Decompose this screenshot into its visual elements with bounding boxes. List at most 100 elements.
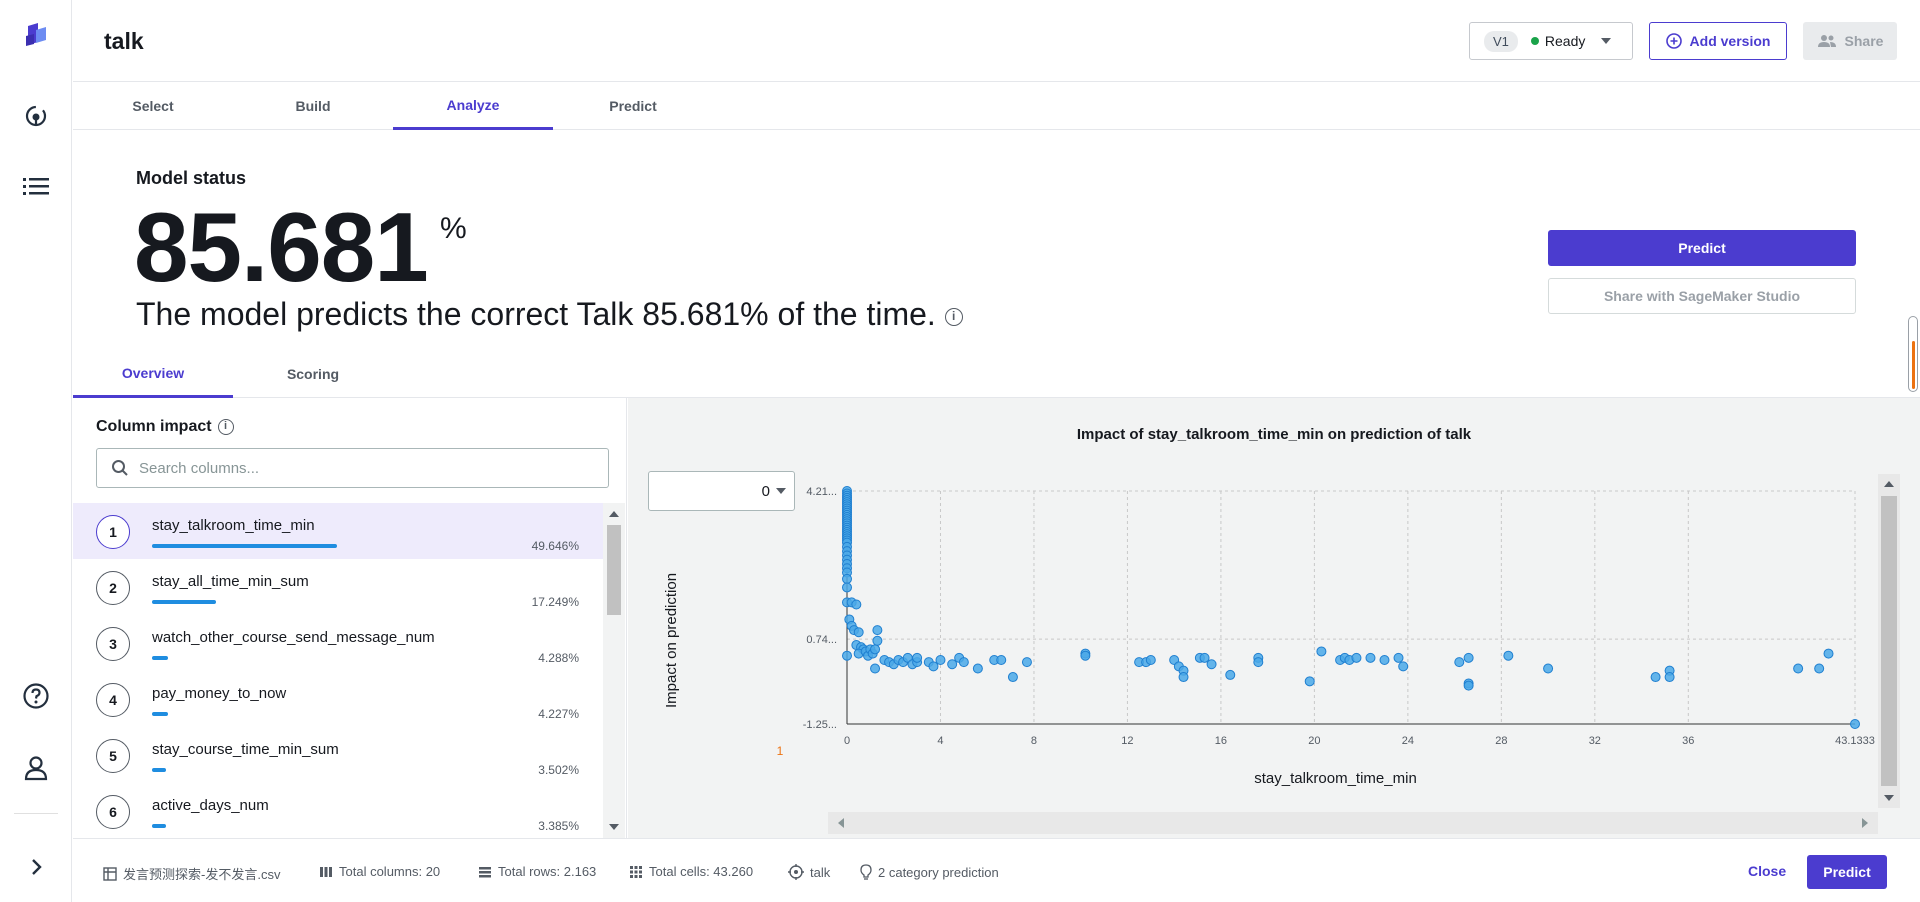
data-point <box>1199 652 1210 663</box>
y-tick-label: 0.74... <box>806 634 837 646</box>
user-profile-icon[interactable] <box>18 750 54 786</box>
data-point <box>935 654 946 665</box>
tab-scoring[interactable]: Scoring <box>286 366 340 382</box>
chart-title: Impact of stay_talkroom_time_min on pred… <box>1076 426 1472 443</box>
data-point <box>1850 719 1860 729</box>
data-point <box>1145 654 1156 665</box>
x-tick-label: 32 <box>1589 735 1601 747</box>
column-impact-row[interactable]: 4 pay_money_to_now 4.227% <box>73 671 603 727</box>
data-point <box>1351 652 1362 663</box>
page-scroll-indicator[interactable] <box>1908 316 1918 392</box>
status-text: Ready <box>1544 33 1586 49</box>
tab-build[interactable]: Build <box>295 98 331 114</box>
scroll-up-icon[interactable] <box>609 511 619 517</box>
datasets-list-icon[interactable] <box>18 168 54 204</box>
models-icon[interactable] <box>18 98 54 134</box>
add-version-button[interactable]: Add version <box>1649 22 1787 60</box>
help-icon[interactable] <box>18 678 54 714</box>
search-input[interactable] <box>139 459 579 477</box>
scatter-plot: 0 4 8 12 16 20 24 28 32 36 43.1333 4.21... 0.74... -1… <box>777 486 1875 758</box>
version-selector[interactable]: V1 Ready <box>1469 22 1633 60</box>
share-button[interactable]: Share <box>1803 22 1897 60</box>
info-icon[interactable]: i <box>217 419 234 435</box>
column-name: stay_all_time_min_sum <box>152 573 309 590</box>
chart-vertical-scrollbar[interactable] <box>1878 474 1900 808</box>
tab-select[interactable]: Select <box>132 98 174 114</box>
column-impact-row[interactable]: 3 watch_other_course_send_message_num 4.28… <box>73 615 603 671</box>
tab-overview[interactable]: Overview <box>73 350 233 398</box>
data-point <box>912 652 923 663</box>
footer-cells-text: Total cells: 43.260 <box>649 864 754 879</box>
column-impact-row[interactable]: 5 stay_course_time_min_sum 3.502% <box>73 727 603 783</box>
column-impact-row[interactable]: 6 active_days_num 3.385% <box>73 783 603 838</box>
column-impact-row[interactable]: 2 stay_all_time_min_sum 17.249% <box>73 559 603 615</box>
data-point <box>1253 657 1264 668</box>
share-label: Share <box>1844 33 1884 49</box>
data-point <box>851 599 862 610</box>
rank-badge: 1 <box>96 515 130 549</box>
scroll-right-icon[interactable] <box>1862 818 1868 828</box>
column-impact-row[interactable]: 1 stay_talkroom_time_min 49.646% <box>73 503 603 559</box>
data-point <box>1463 652 1474 663</box>
x-tick-label: 4 <box>937 735 943 747</box>
tab-predict[interactable]: Predict <box>609 98 657 114</box>
chart-horizontal-scrollbar[interactable] <box>828 812 1878 834</box>
data-point <box>1543 663 1554 674</box>
footer-prediction-type: 2 category prediction <box>860 864 999 880</box>
impact-bar <box>152 712 168 716</box>
impact-bar <box>152 824 166 828</box>
data-point <box>1454 657 1465 668</box>
impact-percent: 3.385% <box>538 819 579 833</box>
class-select-value: 0 <box>761 482 770 500</box>
add-version-label: Add version <box>1689 33 1771 49</box>
scroll-thumb[interactable] <box>607 525 621 615</box>
data-point <box>1304 676 1315 687</box>
rank-badge: 4 <box>96 683 130 717</box>
scroll-left-icon[interactable] <box>838 818 844 828</box>
data-point <box>1206 659 1217 670</box>
x-tick-label: 36 <box>1682 735 1694 747</box>
page-header: talk V1 Ready Add version Share <box>73 0 1920 82</box>
footer-predict-button[interactable]: Predict <box>1807 855 1887 889</box>
class-select-dropdown[interactable]: 0 <box>648 471 795 511</box>
footer-rows: Total rows: 2.163 <box>478 864 596 879</box>
tab-analyze[interactable]: Analyze <box>393 82 553 130</box>
close-button[interactable]: Close <box>1748 863 1787 879</box>
data-point <box>870 663 881 674</box>
left-nav-rail <box>0 0 72 902</box>
data-point <box>872 625 883 636</box>
search-columns[interactable] <box>96 448 609 488</box>
data-point <box>1007 672 1018 683</box>
data-point <box>996 654 1007 665</box>
list-scrollbar[interactable] <box>603 503 625 838</box>
x-tick-label: 8 <box>1031 735 1037 747</box>
table-icon <box>103 866 117 881</box>
share-sagemaker-button[interactable]: Share with SageMaker Studio <box>1548 278 1856 314</box>
data-point <box>1503 650 1514 661</box>
column-impact-title: Column impact i <box>96 418 234 436</box>
scroll-down-icon[interactable] <box>1884 795 1894 801</box>
workflow-tabs: Select Build Analyze Predict <box>73 82 1920 130</box>
impact-bar <box>152 656 168 660</box>
info-icon[interactable]: i <box>944 307 963 326</box>
model-status-label: Model status <box>136 168 247 188</box>
data-point <box>870 644 881 655</box>
plus-circle-icon <box>1665 33 1682 49</box>
data-point <box>842 573 852 584</box>
data-point <box>853 627 864 638</box>
column-impact-panel: Column impact i 1 stay_talkroom_time_min 4… <box>73 398 627 838</box>
expand-chevron-icon[interactable] <box>18 849 54 885</box>
scroll-thumb[interactable] <box>1881 496 1897 786</box>
x-tick-label: 24 <box>1402 735 1414 747</box>
scroll-down-icon[interactable] <box>609 824 619 830</box>
data-point <box>1814 663 1825 674</box>
data-point <box>1393 652 1404 663</box>
data-point <box>958 657 969 668</box>
model-title: talk <box>104 28 144 54</box>
x-tick-label: 20 <box>1308 735 1320 747</box>
y-tick-label: 4.21... <box>806 486 837 498</box>
predict-button[interactable]: Predict <box>1548 230 1856 266</box>
scroll-up-icon[interactable] <box>1884 481 1894 487</box>
canvas-logo-icon[interactable] <box>18 16 54 52</box>
footer-columns-text: Total columns: 20 <box>339 864 441 879</box>
